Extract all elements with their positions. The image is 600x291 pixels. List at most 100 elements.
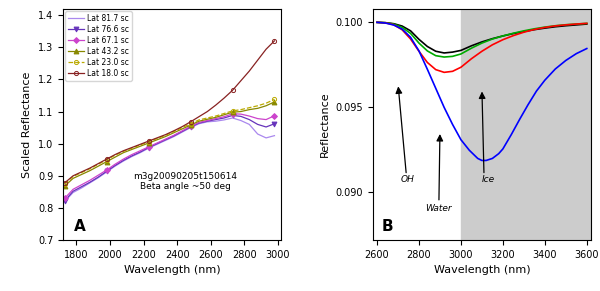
Lat 43.2 sc [238,110,245,113]
Lat 43.2 sc [128,148,136,151]
Lat 23.0 sc [86,167,94,171]
Lat 67.1 sc [120,157,127,161]
Lat 23.0 sc [204,116,211,120]
Lat 18.0 sc [187,120,194,124]
Lat 18.0 sc [137,143,144,146]
Lat 43.2 sc [229,111,236,114]
Lat 18.0 sc [196,115,203,118]
Lat 23.0 sc [262,102,269,105]
Text: OH: OH [400,175,415,184]
Line: Lat 43.2 sc: Lat 43.2 sc [62,100,277,189]
Lat 23.0 sc [196,118,203,122]
Lat 81.7 sc [212,119,220,123]
Lat 18.0 sc [271,39,278,42]
Lat 76.6 sc [254,123,261,126]
Line: Lat 76.6 sc: Lat 76.6 sc [62,113,277,203]
Lat 18.0 sc [170,129,178,133]
Lat 43.2 sc [112,155,119,159]
Line: Lat 81.7 sc: Lat 81.7 sc [65,118,274,201]
Lat 18.0 sc [61,181,68,184]
Lat 81.7 sc [70,191,77,194]
Lat 81.7 sc [238,119,245,122]
Lat 18.0 sc [95,162,102,165]
Lat 23.0 sc [271,97,278,101]
Lat 23.0 sc [162,134,169,137]
Bar [461,9,597,240]
Lat 76.6 sc [179,130,186,133]
Lat 43.2 sc [137,145,144,148]
Lat 81.7 sc [245,123,253,126]
Lat 23.0 sc [187,122,194,125]
Text: B: B [382,219,393,234]
Lat 18.0 sc [254,58,261,62]
Lat 67.1 sc [271,114,278,118]
Lat 43.2 sc [187,123,194,127]
Lat 67.1 sc [254,117,261,120]
Lat 76.6 sc [86,180,94,184]
Lat 23.0 sc [170,130,178,133]
Lat 81.7 sc [196,122,203,125]
Lat 67.1 sc [204,119,211,122]
Lat 23.0 sc [61,182,68,186]
Lat 43.2 sc [204,118,211,121]
Lat 81.7 sc [262,136,269,140]
Lat 18.0 sc [145,139,152,143]
Lat 43.2 sc [170,131,178,134]
Lat 23.0 sc [112,153,119,157]
Lat 81.7 sc [187,126,194,129]
Lat 23.0 sc [120,150,127,153]
Lat 81.7 sc [170,135,178,138]
Lat 23.0 sc [103,158,110,162]
Line: Lat 18.0 sc: Lat 18.0 sc [62,39,277,185]
Lat 43.2 sc [245,108,253,111]
Lat 76.6 sc [120,159,127,162]
Lat 76.6 sc [238,115,245,118]
Lat 67.1 sc [179,129,186,133]
Lat 81.7 sc [103,170,110,174]
Lat 67.1 sc [187,125,194,128]
Lat 43.2 sc [120,151,127,155]
Lat 67.1 sc [145,145,152,149]
Lat 18.0 sc [120,149,127,152]
Lat 43.2 sc [262,104,269,107]
Lat 76.6 sc [229,114,236,117]
Lat 18.0 sc [262,47,269,51]
Lat 23.0 sc [238,108,245,111]
Lat 76.6 sc [245,118,253,121]
Lat 76.6 sc [112,164,119,167]
Lat 76.6 sc [221,116,228,120]
Lat 18.0 sc [70,174,77,178]
Lat 43.2 sc [78,173,85,176]
Lat 23.0 sc [245,106,253,109]
Lat 18.0 sc [103,157,110,161]
Lat 18.0 sc [221,96,228,100]
Lat 18.0 sc [204,110,211,113]
Lat 43.2 sc [162,135,169,138]
Lat 67.1 sc [61,196,68,200]
Lat 67.1 sc [229,112,236,116]
Lat 18.0 sc [86,166,94,170]
X-axis label: Wavelength (nm): Wavelength (nm) [434,265,530,275]
Lat 76.6 sc [95,175,102,179]
Lat 18.0 sc [128,146,136,149]
Lat 67.1 sc [86,179,94,182]
Lat 23.0 sc [179,126,186,129]
Lat 23.0 sc [137,143,144,147]
Lat 76.6 sc [196,121,203,125]
Lat 81.7 sc [204,120,211,124]
Lat 67.1 sc [137,149,144,152]
Lat 76.6 sc [204,119,211,123]
Lat 23.0 sc [95,162,102,166]
Lat 76.6 sc [154,142,161,146]
X-axis label: Wavelength (nm): Wavelength (nm) [124,265,220,275]
Lat 76.6 sc [61,199,68,203]
Lat 43.2 sc [61,184,68,188]
Lat 23.0 sc [254,104,261,107]
Lat 43.2 sc [221,113,228,116]
Lat 76.6 sc [271,122,278,125]
Lat 81.7 sc [254,132,261,136]
Lat 76.6 sc [128,154,136,158]
Lat 67.1 sc [128,153,136,156]
Lat 67.1 sc [78,183,85,187]
Lat 81.7 sc [95,176,102,180]
